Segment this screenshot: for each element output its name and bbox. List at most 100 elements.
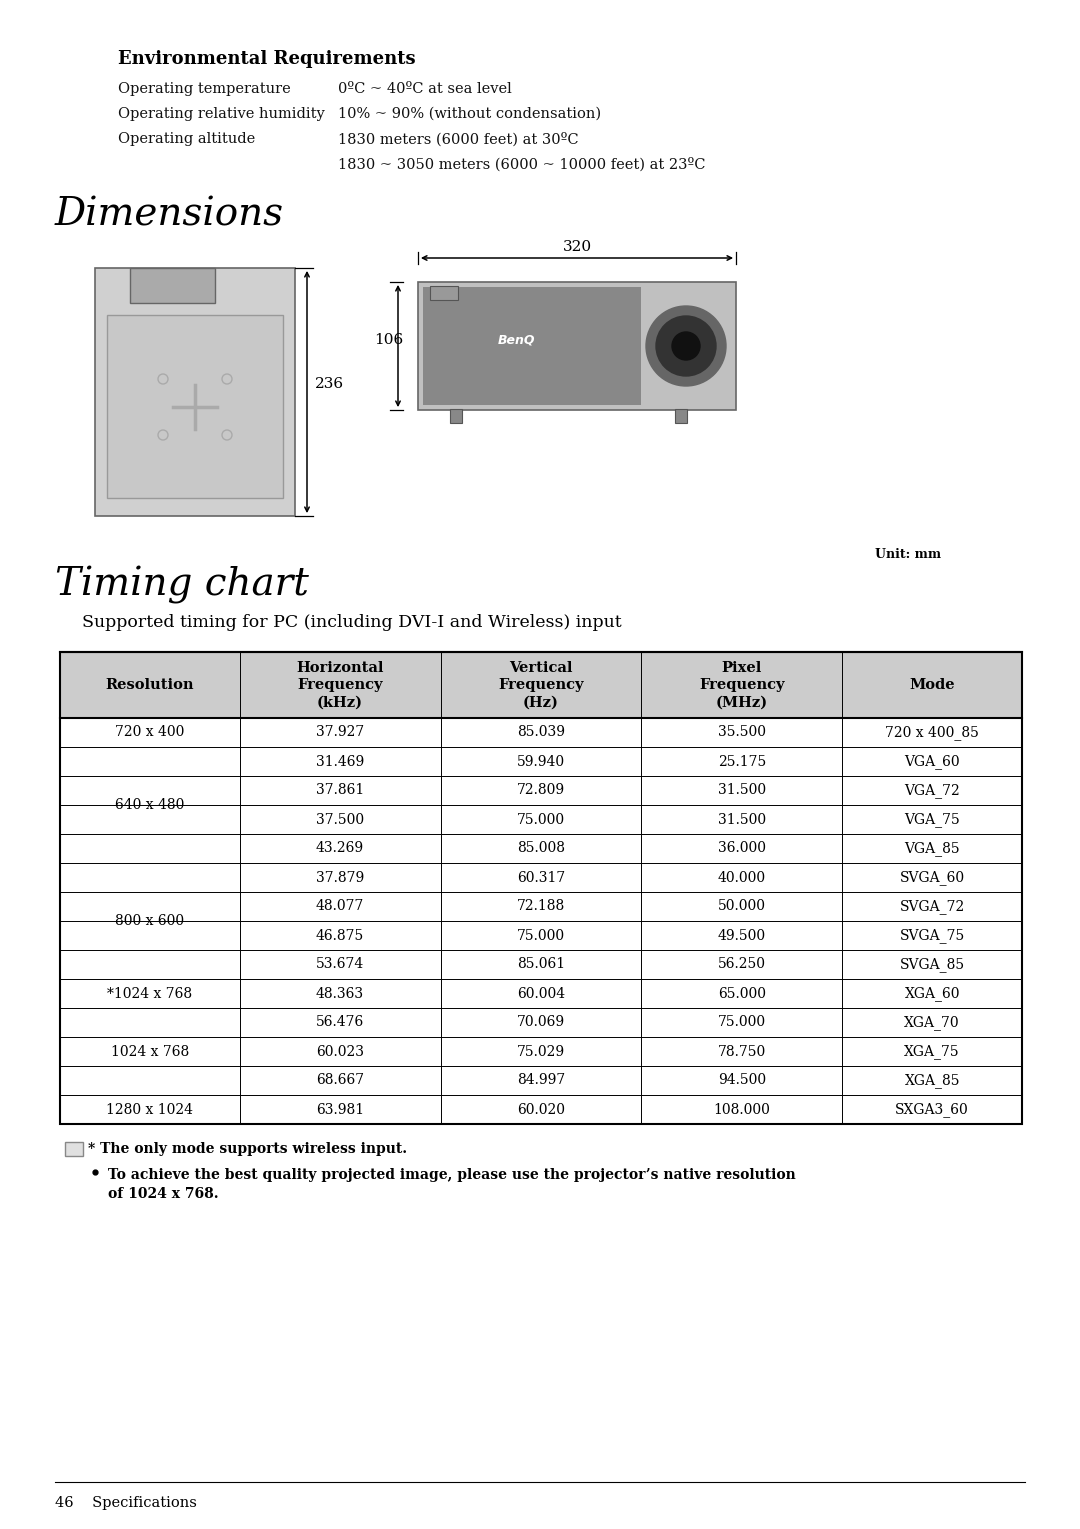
Bar xyxy=(60,833,1022,862)
Bar xyxy=(60,891,1022,920)
Text: 65.000: 65.000 xyxy=(718,986,766,1000)
Text: 48.363: 48.363 xyxy=(316,986,364,1000)
Bar xyxy=(430,286,458,300)
Text: Horizontal
Frequency
(kHz): Horizontal Frequency (kHz) xyxy=(296,661,383,709)
Text: 108.000: 108.000 xyxy=(714,1102,770,1116)
Bar xyxy=(423,287,642,405)
Text: 75.000: 75.000 xyxy=(517,928,565,942)
Text: 48.077: 48.077 xyxy=(315,899,364,913)
Text: BenQ: BenQ xyxy=(498,333,536,347)
Text: 31.469: 31.469 xyxy=(316,754,364,769)
Text: Vertical
Frequency
(Hz): Vertical Frequency (Hz) xyxy=(498,661,584,709)
Bar xyxy=(60,1037,1022,1066)
Text: 37.879: 37.879 xyxy=(316,870,364,884)
Text: 68.667: 68.667 xyxy=(316,1073,364,1087)
Text: SVGA_60: SVGA_60 xyxy=(900,870,964,885)
Bar xyxy=(60,651,1022,719)
Text: 70.069: 70.069 xyxy=(517,1015,565,1029)
Text: 46.875: 46.875 xyxy=(316,928,364,942)
Text: 37.927: 37.927 xyxy=(316,725,364,740)
Text: 1280 x 1024: 1280 x 1024 xyxy=(106,1102,193,1116)
Bar xyxy=(60,979,1022,1008)
Text: 36.000: 36.000 xyxy=(718,841,766,856)
Circle shape xyxy=(656,317,716,376)
Text: 85.039: 85.039 xyxy=(517,725,565,740)
Text: ✓: ✓ xyxy=(65,1142,72,1154)
Bar xyxy=(60,719,1022,748)
Bar xyxy=(675,408,687,424)
Text: 37.500: 37.500 xyxy=(316,812,364,827)
Bar xyxy=(130,268,215,303)
Text: 720 x 400: 720 x 400 xyxy=(116,725,185,740)
Text: 75.000: 75.000 xyxy=(517,812,565,827)
Text: Environmental Requirements: Environmental Requirements xyxy=(118,50,416,67)
Text: 56.250: 56.250 xyxy=(718,957,766,971)
Text: 72.809: 72.809 xyxy=(517,783,565,798)
Text: 75.000: 75.000 xyxy=(718,1015,766,1029)
Text: 640 x 480: 640 x 480 xyxy=(116,798,185,812)
Bar xyxy=(60,777,1022,804)
Circle shape xyxy=(646,306,726,385)
Text: SVGA_75: SVGA_75 xyxy=(900,928,964,943)
Text: 106: 106 xyxy=(374,333,403,347)
Text: XGA_85: XGA_85 xyxy=(904,1073,960,1089)
Bar xyxy=(60,920,1022,950)
Text: 31.500: 31.500 xyxy=(718,783,766,798)
Bar xyxy=(60,1095,1022,1124)
Text: 75.029: 75.029 xyxy=(517,1044,565,1058)
Bar xyxy=(60,804,1022,833)
Text: 0ºC ~ 40ºC at sea level: 0ºC ~ 40ºC at sea level xyxy=(338,83,512,96)
Text: 320: 320 xyxy=(563,240,592,254)
Text: Operating relative humidity: Operating relative humidity xyxy=(118,107,325,121)
Text: XGA_75: XGA_75 xyxy=(904,1044,960,1060)
Text: 46    Specifications: 46 Specifications xyxy=(55,1495,197,1511)
Text: SXGA3_60: SXGA3_60 xyxy=(895,1102,969,1118)
Text: SVGA_85: SVGA_85 xyxy=(900,957,964,972)
Text: XGA_60: XGA_60 xyxy=(904,986,960,1001)
Text: Operating temperature: Operating temperature xyxy=(118,83,291,96)
Text: 78.750: 78.750 xyxy=(718,1044,766,1058)
Text: 85.008: 85.008 xyxy=(517,841,565,856)
Text: VGA_75: VGA_75 xyxy=(904,812,960,827)
Circle shape xyxy=(672,332,700,359)
Text: Pixel
Frequency
(MHz): Pixel Frequency (MHz) xyxy=(699,661,785,709)
Text: 40.000: 40.000 xyxy=(718,870,766,884)
Text: 720 x 400_85: 720 x 400_85 xyxy=(886,725,980,740)
Text: 49.500: 49.500 xyxy=(718,928,766,942)
Text: 60.004: 60.004 xyxy=(517,986,565,1000)
Text: 63.981: 63.981 xyxy=(316,1102,364,1116)
Text: SVGA_72: SVGA_72 xyxy=(900,899,964,914)
Text: 60.317: 60.317 xyxy=(517,870,565,884)
Text: 59.940: 59.940 xyxy=(517,754,565,769)
Text: 84.997: 84.997 xyxy=(517,1073,565,1087)
Text: 60.020: 60.020 xyxy=(517,1102,565,1116)
Text: VGA_60: VGA_60 xyxy=(904,754,960,769)
Text: 72.188: 72.188 xyxy=(517,899,565,913)
Bar xyxy=(65,1142,83,1156)
Bar xyxy=(60,1008,1022,1037)
Text: * The only mode supports wireless input.: * The only mode supports wireless input. xyxy=(87,1142,407,1156)
Text: 94.500: 94.500 xyxy=(718,1073,766,1087)
Text: Mode: Mode xyxy=(909,677,955,693)
Text: 37.861: 37.861 xyxy=(316,783,364,798)
Text: 56.476: 56.476 xyxy=(316,1015,364,1029)
Text: Resolution: Resolution xyxy=(106,677,194,693)
Text: 1830 meters (6000 feet) at 30ºC: 1830 meters (6000 feet) at 30ºC xyxy=(338,131,579,147)
Bar xyxy=(60,950,1022,979)
Bar xyxy=(60,1066,1022,1095)
Text: 85.061: 85.061 xyxy=(517,957,565,971)
Bar xyxy=(450,408,462,424)
Bar xyxy=(60,748,1022,777)
Text: 43.269: 43.269 xyxy=(316,841,364,856)
Text: 1024 x 768: 1024 x 768 xyxy=(110,1044,189,1058)
Text: VGA_85: VGA_85 xyxy=(904,841,960,856)
Text: 25.175: 25.175 xyxy=(718,754,766,769)
Bar xyxy=(418,281,735,410)
Text: Unit: mm: Unit: mm xyxy=(875,547,941,561)
Bar xyxy=(107,315,283,498)
Text: XGA_70: XGA_70 xyxy=(904,1015,960,1031)
Text: Supported timing for PC (including DVI-I and Wireless) input: Supported timing for PC (including DVI-I… xyxy=(82,615,622,631)
Text: Dimensions: Dimensions xyxy=(55,196,284,232)
Text: *1024 x 768: *1024 x 768 xyxy=(107,986,192,1000)
Text: 1830 ~ 3050 meters (6000 ~ 10000 feet) at 23ºC: 1830 ~ 3050 meters (6000 ~ 10000 feet) a… xyxy=(338,157,705,171)
